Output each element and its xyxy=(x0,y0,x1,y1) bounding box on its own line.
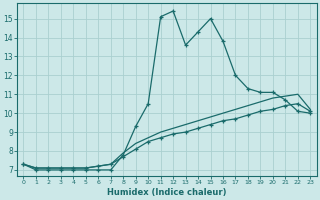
X-axis label: Humidex (Indice chaleur): Humidex (Indice chaleur) xyxy=(107,188,227,197)
